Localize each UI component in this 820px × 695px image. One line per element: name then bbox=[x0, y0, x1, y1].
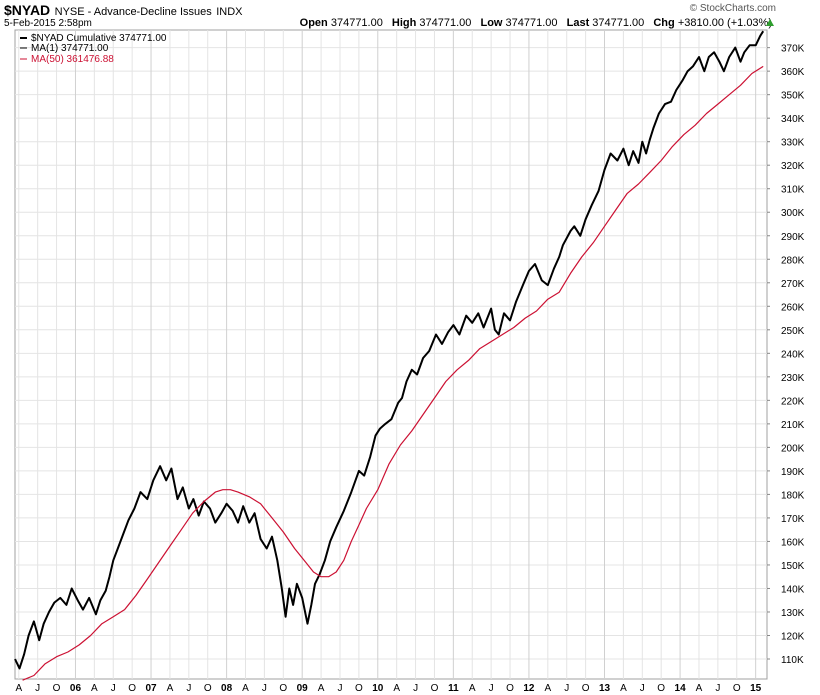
exchange-label: INDX bbox=[216, 6, 243, 18]
x-tick-label: 12 bbox=[523, 683, 535, 694]
series-lines bbox=[14, 30, 765, 681]
x-tick-label: A bbox=[696, 683, 703, 694]
x-tick-label: 09 bbox=[297, 683, 309, 694]
y-tick-label: 330K bbox=[781, 138, 805, 149]
open-label: Open bbox=[299, 17, 328, 29]
legend: $NYAD Cumulative 374771.00 MA(1) 374771.… bbox=[20, 33, 167, 65]
y-tick-label: 240K bbox=[781, 349, 805, 360]
x-tick-label: A bbox=[544, 683, 551, 694]
y-tick-label: 310K bbox=[781, 185, 805, 196]
y-tick-label: 130K bbox=[781, 608, 805, 619]
y-tick-label: 350K bbox=[781, 91, 805, 102]
y-tick-label: 340K bbox=[781, 114, 805, 125]
x-tick-label: O bbox=[506, 683, 514, 694]
symbol-label: $NYAD bbox=[4, 2, 51, 18]
y-tick-label: 110K bbox=[781, 655, 804, 666]
y-tick-label: 320K bbox=[781, 161, 805, 172]
x-tick-label: J bbox=[111, 683, 116, 694]
quote-bar: Open 374771.00 High 374771.00 Low 374771… bbox=[300, 17, 772, 29]
x-tick-label: 15 bbox=[750, 683, 762, 694]
y-tick-label: 280K bbox=[781, 255, 805, 266]
legend-item-ma1: MA(1) 374771.00 bbox=[31, 43, 109, 54]
x-tick-label: A bbox=[469, 683, 476, 694]
y-tick-label: 200K bbox=[781, 443, 805, 454]
chg-label: Chg bbox=[653, 17, 675, 29]
x-tick-label: A bbox=[620, 683, 627, 694]
x-tick-label: A bbox=[393, 683, 400, 694]
x-tick-label: J bbox=[489, 683, 494, 694]
high-value: 374771.00 bbox=[419, 17, 472, 29]
plot-area bbox=[14, 29, 768, 680]
series-line-ma50 bbox=[22, 65, 764, 681]
x-tick-label: A bbox=[15, 683, 22, 694]
x-tick-label: J bbox=[413, 683, 418, 694]
y-tick-label: 300K bbox=[781, 208, 805, 219]
y-tick-label: 290K bbox=[781, 232, 805, 243]
y-tick-label: 150K bbox=[781, 561, 805, 572]
x-tick-label: O bbox=[128, 683, 136, 694]
y-tick-label: 270K bbox=[781, 279, 805, 290]
x-tick-label: A bbox=[91, 683, 98, 694]
legend-item-ma50: MA(50) 361476.88 bbox=[31, 54, 114, 65]
legend-item-nyad: $NYAD Cumulative 374771.00 bbox=[31, 33, 167, 44]
y-tick-label: 140K bbox=[781, 584, 805, 595]
y-tick-label: 220K bbox=[781, 396, 805, 407]
open-value: 374771.00 bbox=[330, 17, 383, 29]
x-tick-label: O bbox=[582, 683, 590, 694]
x-tick-label: O bbox=[431, 683, 439, 694]
last-value: 374771.00 bbox=[592, 17, 645, 29]
y-tick-label: 250K bbox=[781, 326, 805, 337]
x-tick-label: J bbox=[715, 683, 720, 694]
chg-value: +3810.00 (+1.03%) bbox=[677, 17, 772, 29]
x-tick-label: O bbox=[355, 683, 363, 694]
y-axis: 110K 120K 130K 140K 150K 160K 170K 180K 190K 200K… bbox=[767, 44, 805, 666]
x-axis: A J O 06 A J O 07 A J O 08 A J O 09 A J O 10 A J O 11 A J O 12 A J O 13… bbox=[15, 683, 761, 694]
y-tick-label: 160K bbox=[781, 537, 805, 548]
description-label: NYSE - Advance-Decline Issues bbox=[54, 6, 212, 18]
x-tick-label: A bbox=[318, 683, 325, 694]
last-label: Last bbox=[566, 17, 590, 29]
chart-header: $NYAD NYSE - Advance-Decline Issues INDX bbox=[4, 2, 243, 20]
y-tick-label: 370K bbox=[781, 44, 805, 55]
y-tick-label: 170K bbox=[781, 514, 805, 525]
grid bbox=[15, 30, 767, 679]
y-tick-label: 120K bbox=[781, 631, 805, 642]
x-tick-label: J bbox=[262, 683, 267, 694]
x-tick-label: J bbox=[564, 683, 569, 694]
series-line-nyad bbox=[14, 30, 765, 670]
high-label: High bbox=[391, 17, 417, 29]
x-tick-label: A bbox=[242, 683, 249, 694]
x-tick-label: A bbox=[167, 683, 174, 694]
x-tick-label: 11 bbox=[448, 683, 459, 694]
x-tick-label: 14 bbox=[675, 683, 687, 694]
x-tick-label: 10 bbox=[372, 683, 384, 694]
datetime-label: 5-Feb-2015 2:58pm bbox=[4, 18, 92, 29]
y-tick-label: 360K bbox=[781, 67, 805, 78]
x-tick-label: 13 bbox=[599, 683, 611, 694]
low-label: Low bbox=[480, 17, 503, 29]
up-arrow-icon bbox=[766, 19, 774, 26]
x-tick-label: 07 bbox=[145, 683, 157, 694]
x-tick-label: O bbox=[53, 683, 61, 694]
y-tick-label: 230K bbox=[781, 373, 805, 384]
x-tick-label: J bbox=[337, 683, 342, 694]
y-tick-label: 260K bbox=[781, 302, 805, 313]
x-tick-label: O bbox=[657, 683, 665, 694]
x-tick-label: O bbox=[279, 683, 287, 694]
y-tick-label: 190K bbox=[781, 467, 805, 478]
x-tick-label: O bbox=[204, 683, 212, 694]
low-value: 374771.00 bbox=[505, 17, 558, 29]
x-tick-label: 06 bbox=[70, 683, 82, 694]
y-tick-label: 180K bbox=[781, 490, 805, 501]
x-tick-label: 08 bbox=[221, 683, 233, 694]
x-tick-label: J bbox=[640, 683, 645, 694]
x-tick-label: J bbox=[186, 683, 191, 694]
x-tick-label: O bbox=[733, 683, 741, 694]
y-tick-label: 210K bbox=[781, 420, 805, 431]
x-tick-label: J bbox=[35, 683, 40, 694]
brand-label: © StockCharts.com bbox=[689, 3, 776, 14]
